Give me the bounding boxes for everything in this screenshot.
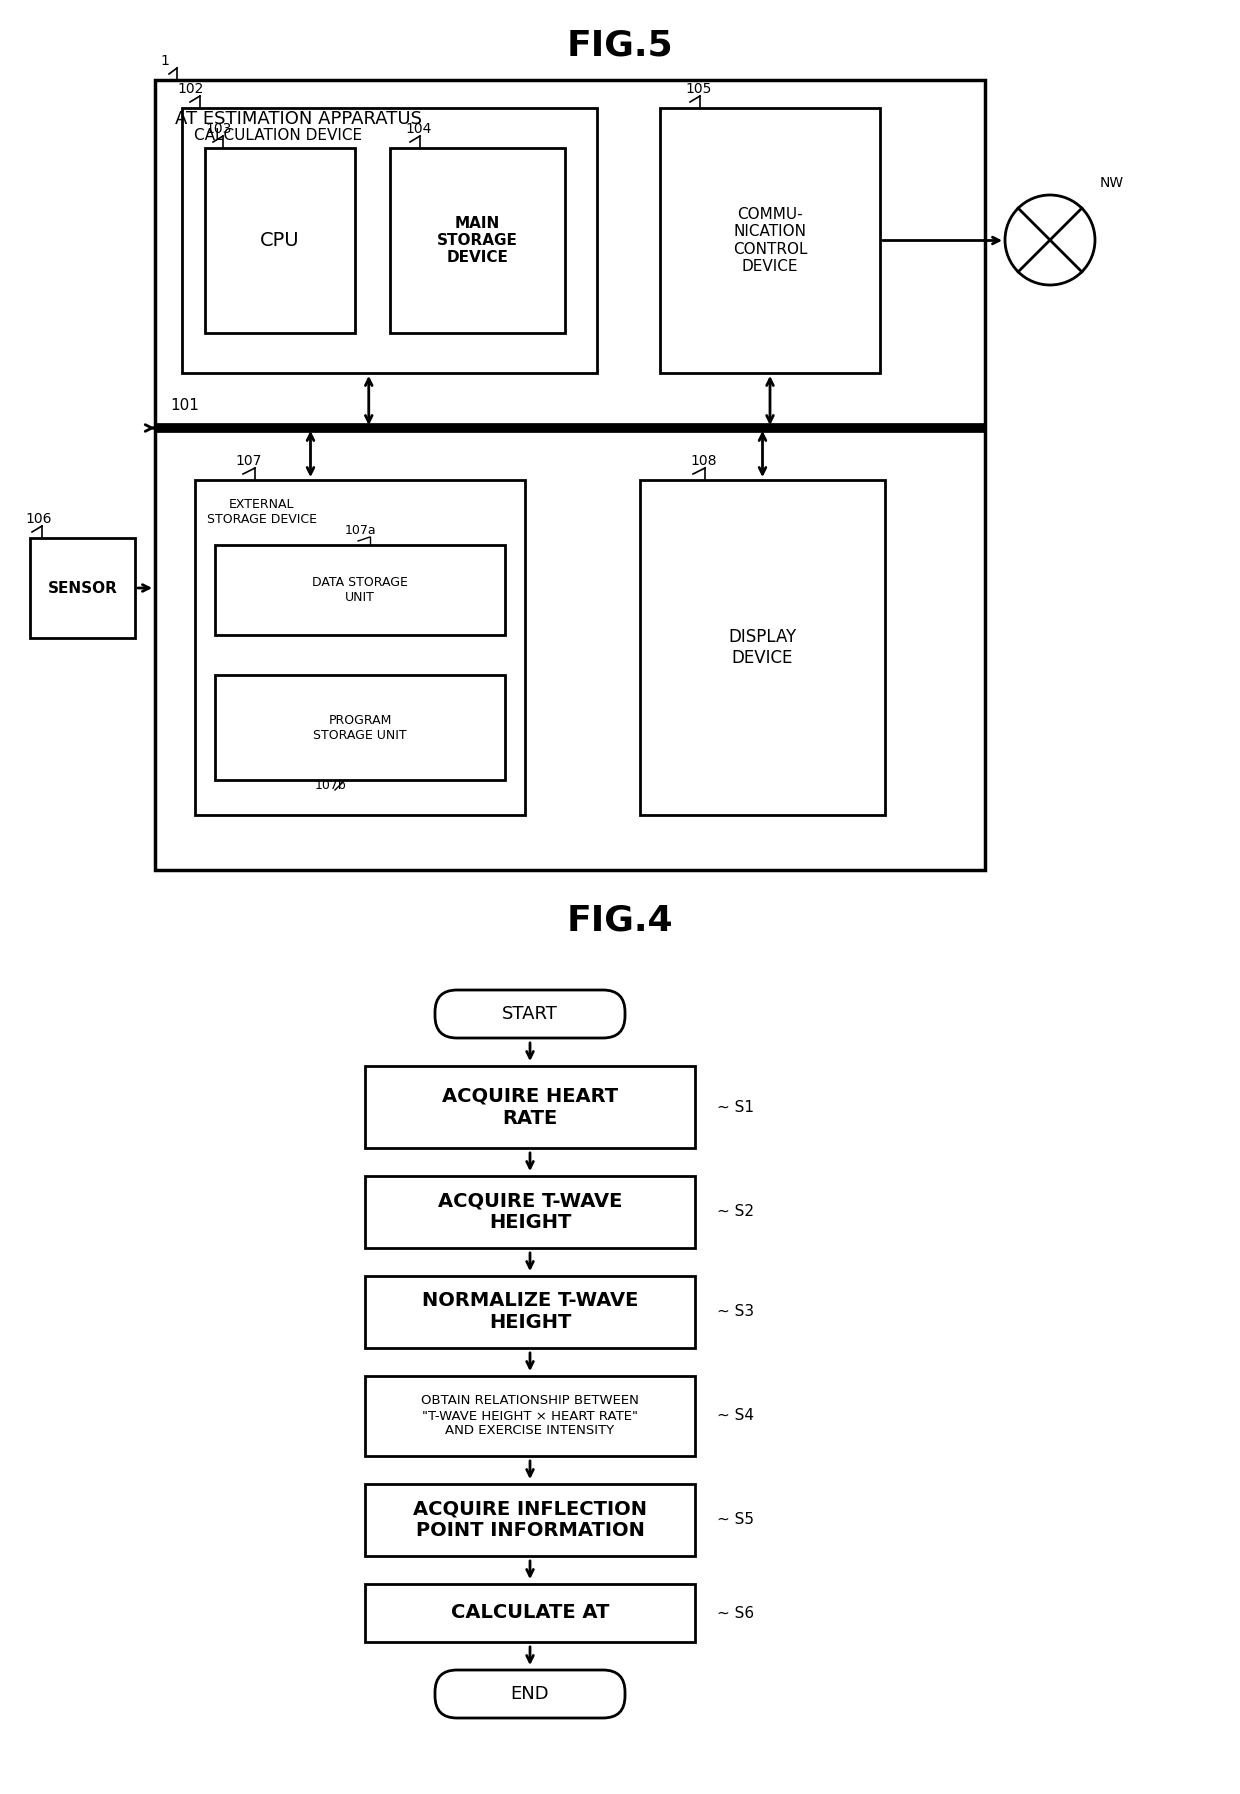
Text: ACQUIRE T-WAVE
HEIGHT: ACQUIRE T-WAVE HEIGHT xyxy=(438,1191,622,1232)
Text: 102: 102 xyxy=(177,83,203,97)
Text: ~ S4: ~ S4 xyxy=(717,1408,754,1423)
FancyBboxPatch shape xyxy=(435,1670,625,1719)
Text: PROGRAM
STORAGE UNIT: PROGRAM STORAGE UNIT xyxy=(314,714,407,741)
FancyBboxPatch shape xyxy=(215,675,505,780)
Text: ACQUIRE HEART
RATE: ACQUIRE HEART RATE xyxy=(441,1087,618,1127)
Text: MAIN
STORAGE
DEVICE: MAIN STORAGE DEVICE xyxy=(436,215,518,266)
Text: 105: 105 xyxy=(684,83,712,97)
FancyBboxPatch shape xyxy=(195,481,525,814)
FancyBboxPatch shape xyxy=(640,481,885,814)
Text: AT ESTIMATION APPARATUS: AT ESTIMATION APPARATUS xyxy=(175,109,422,127)
Text: END: END xyxy=(511,1685,549,1703)
FancyBboxPatch shape xyxy=(435,990,625,1039)
Text: ACQUIRE INFLECTION
POINT INFORMATION: ACQUIRE INFLECTION POINT INFORMATION xyxy=(413,1500,647,1541)
FancyBboxPatch shape xyxy=(205,147,355,334)
Text: ~ S5: ~ S5 xyxy=(717,1512,754,1527)
FancyBboxPatch shape xyxy=(365,1066,694,1148)
FancyBboxPatch shape xyxy=(182,108,596,373)
FancyBboxPatch shape xyxy=(365,1484,694,1555)
Text: CPU: CPU xyxy=(260,231,300,249)
Text: FIG.5: FIG.5 xyxy=(567,29,673,63)
FancyBboxPatch shape xyxy=(660,108,880,373)
Text: DATA STORAGE
UNIT: DATA STORAGE UNIT xyxy=(312,576,408,605)
Text: ~ S3: ~ S3 xyxy=(717,1304,754,1320)
Text: START: START xyxy=(502,1005,558,1023)
Text: 107a: 107a xyxy=(345,524,377,536)
FancyBboxPatch shape xyxy=(365,1276,694,1347)
Text: COMMU-
NICATION
CONTROL
DEVICE: COMMU- NICATION CONTROL DEVICE xyxy=(733,206,807,274)
Text: 106: 106 xyxy=(25,511,52,526)
Text: OBTAIN RELATIONSHIP BETWEEN
"T-WAVE HEIGHT × HEART RATE"
AND EXERCISE INTENSITY: OBTAIN RELATIONSHIP BETWEEN "T-WAVE HEIG… xyxy=(422,1394,639,1437)
Text: ~ S6: ~ S6 xyxy=(717,1606,754,1620)
Text: CALCULATION DEVICE: CALCULATION DEVICE xyxy=(193,127,362,144)
Text: CALCULATE AT: CALCULATE AT xyxy=(451,1604,609,1622)
FancyBboxPatch shape xyxy=(365,1177,694,1249)
Text: 107b: 107b xyxy=(315,779,347,791)
Text: 108: 108 xyxy=(689,454,717,468)
Text: 107: 107 xyxy=(236,454,262,468)
Text: 101: 101 xyxy=(170,398,198,413)
Text: 104: 104 xyxy=(405,122,432,136)
FancyBboxPatch shape xyxy=(391,147,565,334)
Text: ~ S1: ~ S1 xyxy=(717,1100,754,1114)
FancyBboxPatch shape xyxy=(365,1584,694,1642)
Text: ~ S2: ~ S2 xyxy=(717,1204,754,1220)
FancyBboxPatch shape xyxy=(155,81,985,870)
Text: EXTERNAL
STORAGE DEVICE: EXTERNAL STORAGE DEVICE xyxy=(207,499,317,526)
Text: 1: 1 xyxy=(160,54,169,68)
Text: DISPLAY
DEVICE: DISPLAY DEVICE xyxy=(728,628,796,667)
Text: NORMALIZE T-WAVE
HEIGHT: NORMALIZE T-WAVE HEIGHT xyxy=(422,1292,639,1333)
FancyBboxPatch shape xyxy=(30,538,135,639)
Text: FIG.4: FIG.4 xyxy=(567,902,673,936)
Text: NW: NW xyxy=(1100,176,1125,190)
Text: 103: 103 xyxy=(205,122,232,136)
Text: SENSOR: SENSOR xyxy=(47,581,118,596)
FancyBboxPatch shape xyxy=(365,1376,694,1457)
FancyBboxPatch shape xyxy=(215,545,505,635)
